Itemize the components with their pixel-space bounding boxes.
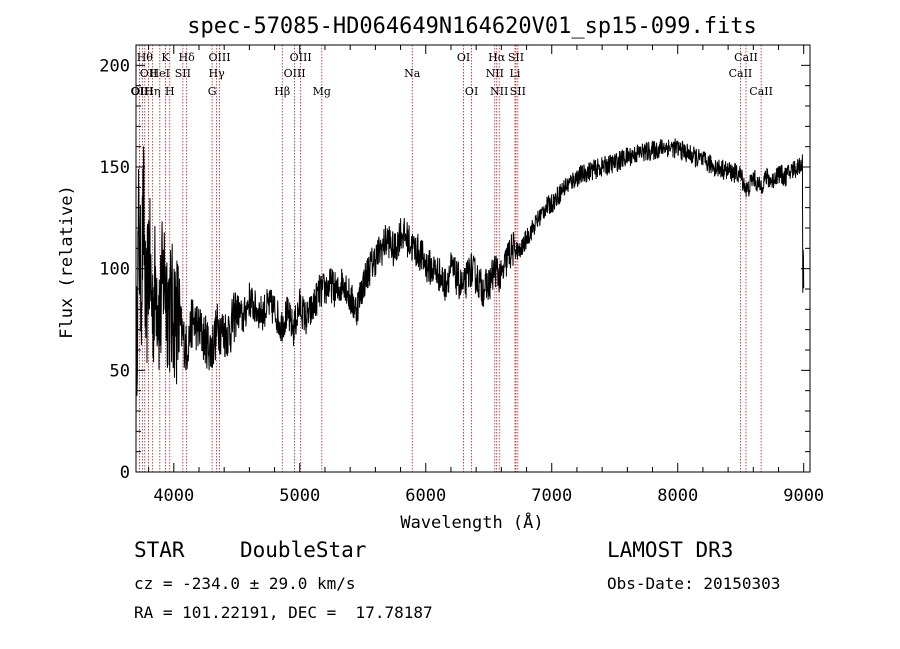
survey-name: LAMOST DR3 xyxy=(607,538,734,562)
x-axis-label: Wavelength (Å) xyxy=(400,511,543,533)
line-label: Hβ xyxy=(274,85,290,98)
line-label: OIII xyxy=(208,51,230,64)
observation-date: Obs-Date: 20150303 xyxy=(607,574,781,593)
line-label: SII xyxy=(510,85,526,98)
line-label: OII xyxy=(140,67,158,80)
line-label: Hθ xyxy=(137,51,154,64)
line-label: Hγ xyxy=(209,67,226,80)
line-label: OIII xyxy=(131,85,153,98)
line-label: OI xyxy=(465,85,478,98)
line-label: Na xyxy=(404,67,421,80)
line-label: OI xyxy=(457,51,470,64)
x-tick-label: 5000 xyxy=(279,486,320,506)
line-label: Li xyxy=(510,67,521,80)
object-class: STAR xyxy=(134,538,185,562)
y-tick-label: 50 xyxy=(110,361,130,381)
y-tick-label: 0 xyxy=(120,463,130,483)
y-tick-label: 200 xyxy=(99,56,130,76)
x-tick-label: 9000 xyxy=(783,486,824,506)
y-axis-label: Flux (relative) xyxy=(57,185,77,339)
line-label: CaII xyxy=(734,51,758,64)
line-label: H xyxy=(165,85,175,98)
line-label: CaII xyxy=(729,67,753,80)
y-axis: 0 50 100 150 200 xyxy=(99,56,810,483)
line-label: NII xyxy=(486,67,504,80)
y-tick-label: 100 xyxy=(99,260,130,280)
x-tick-label: 4000 xyxy=(153,486,194,506)
line-label: CaII xyxy=(749,85,773,98)
line-label: Mg xyxy=(313,85,331,98)
spectral-line-labels: OIIOIIIHθOIIHηHeIKHSIIHδGHγOIIIHβOIIIOII… xyxy=(131,51,773,98)
x-tick-label: 7000 xyxy=(531,486,572,506)
x-tick-label: 6000 xyxy=(405,486,446,506)
coordinates: RA = 101.22191, DEC = 17.78187 xyxy=(134,603,433,622)
line-label: Hα xyxy=(488,51,506,64)
line-label: HeI xyxy=(150,67,170,80)
line-label: NII xyxy=(490,85,508,98)
x-tick-label: 8000 xyxy=(657,486,698,506)
y-tick-label: 150 xyxy=(99,158,130,178)
line-label: SII xyxy=(175,67,191,80)
spectral-line-markers xyxy=(139,45,762,472)
line-label: OII xyxy=(131,85,149,98)
line-label: SII xyxy=(508,51,524,64)
chart-title: spec-57085-HD064649N164620V01_sp15-099.f… xyxy=(187,14,757,39)
object-subclass: DoubleStar xyxy=(240,538,367,562)
redshift-value: cz = -234.0 ± 29.0 km/s xyxy=(134,574,356,593)
line-label: G xyxy=(208,85,217,98)
plot-frame xyxy=(135,44,811,473)
spectrum-line xyxy=(135,138,805,449)
line-label: Hδ xyxy=(179,51,196,64)
line-label: K xyxy=(161,51,170,64)
line-label: OIII xyxy=(284,67,306,80)
line-label: OIII xyxy=(290,51,312,64)
line-label: Hη xyxy=(144,85,160,98)
x-axis: 4000 5000 6000 7000 8000 9000 xyxy=(148,45,824,506)
